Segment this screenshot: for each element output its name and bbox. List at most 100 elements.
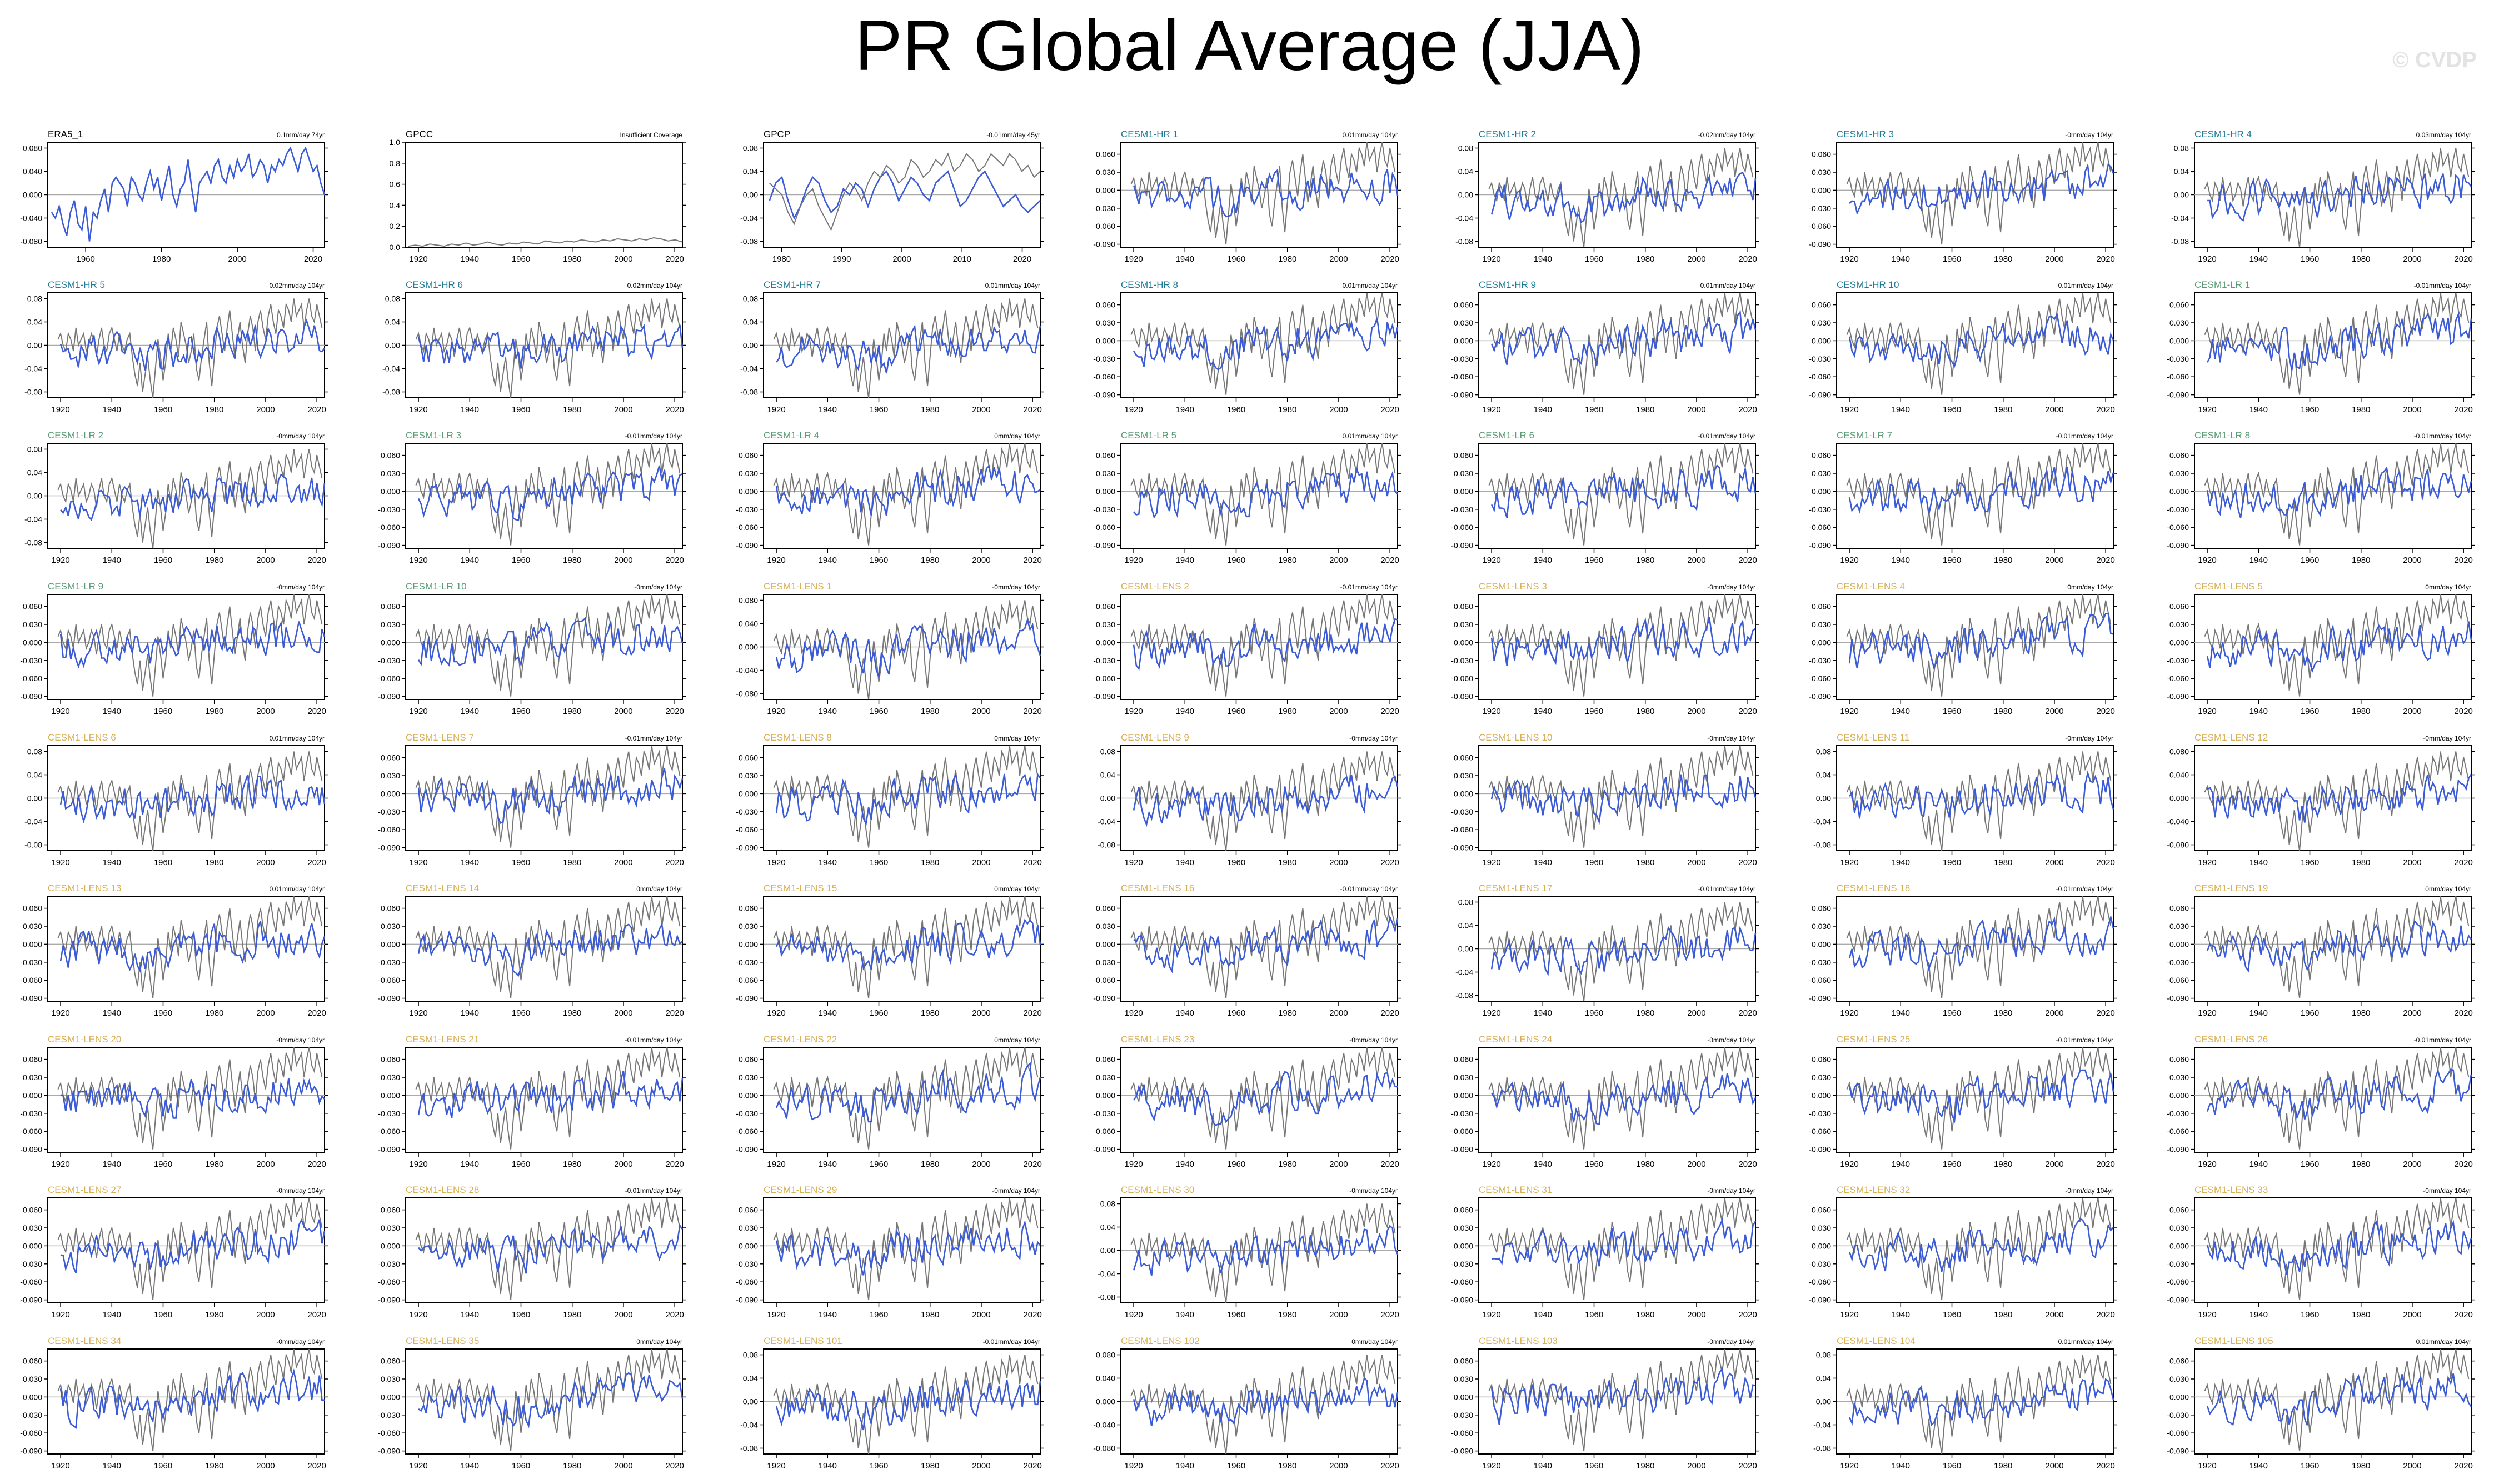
model-series-line xyxy=(59,318,326,371)
model-series-line xyxy=(775,464,1041,517)
y-tick-label: 0.000 xyxy=(739,643,758,652)
panel: CESM1-HR 10 0.01mm/day 104yr 0.060 0.030 0.0… xyxy=(1809,279,2117,414)
panel: CESM1-LENS 22 0mm/day 104yr 0.060 0.030 0.00… xyxy=(736,1034,1044,1169)
panel-title: CESM1-LENS 13 xyxy=(48,883,121,893)
obs-series-line xyxy=(415,443,681,546)
panel-title: CESM1-LENS 2 xyxy=(1121,581,1189,592)
x-tick-label: 1940 xyxy=(2249,1310,2268,1320)
obs-series-line xyxy=(1846,443,2112,546)
y-tick-label: 0.040 xyxy=(2169,771,2189,780)
x-tick-label: 1940 xyxy=(1176,1008,1194,1018)
panel-title: CESM1-LR 3 xyxy=(406,430,461,441)
x-tick-label: 1940 xyxy=(1892,254,1910,264)
x-tick-label: 1940 xyxy=(1176,405,1194,414)
x-tick-label: 1960 xyxy=(77,254,95,264)
x-tick-label: 1960 xyxy=(1585,556,1603,565)
obs-series-line xyxy=(1130,1355,1396,1455)
y-tick-label: 0.080 xyxy=(23,144,42,153)
x-tick-label: 1920 xyxy=(51,1008,69,1018)
model-series-line xyxy=(1490,617,1756,666)
y-tick-label: -0.08 xyxy=(2171,237,2189,246)
panel-title: CESM1-LENS 30 xyxy=(1121,1185,1194,1195)
x-tick-label: 1920 xyxy=(2198,1008,2216,1018)
y-tick-label: 0.00 xyxy=(1816,1397,1831,1406)
y-tick-label: 0.000 xyxy=(1454,1392,1473,1401)
panel: CESM1-HR 6 0.02mm/day 104yr 0.08 0.04 0.00 -0… xyxy=(382,279,686,414)
x-tick-label: 1960 xyxy=(1585,707,1603,716)
panel-trend: 0.01mm/day 104yr xyxy=(1343,131,1398,139)
panel: CESM1-LENS 103 -0mm/day 104yr 0.060 0.030 0.… xyxy=(1451,1336,1759,1471)
y-tick-label: 0.060 xyxy=(1454,1357,1473,1366)
panel-trend: -0.02mm/day 104yr xyxy=(1698,131,1755,139)
x-tick-label: 2000 xyxy=(256,858,275,867)
x-tick-label: 1920 xyxy=(767,707,785,716)
panel-frame xyxy=(405,594,683,700)
x-tick-label: 1960 xyxy=(1585,1160,1603,1169)
y-tick-label: 0.08 xyxy=(27,294,42,303)
x-tick-label: 1960 xyxy=(870,1461,888,1471)
obs-series-line xyxy=(773,1355,1039,1455)
x-tick-label: 1960 xyxy=(512,1160,530,1169)
panel-trend: -0.01mm/day 104yr xyxy=(2414,432,2471,440)
y-tick-label: 0.030 xyxy=(381,1375,400,1383)
x-tick-label: 1920 xyxy=(767,556,785,565)
obs-series-line xyxy=(773,745,1039,848)
x-tick-label: 1920 xyxy=(1124,405,1143,414)
y-tick-label: -0.060 xyxy=(2167,372,2189,381)
x-tick-label: 2000 xyxy=(2045,858,2063,867)
x-tick-label: 1920 xyxy=(1840,405,1858,414)
y-tick-label: 0.060 xyxy=(1454,301,1473,309)
panel: CESM1-LENS 1 -0mm/day 104yr 0.080 0.040 0.00… xyxy=(736,581,1044,716)
x-tick-label: 1940 xyxy=(1534,405,1552,414)
x-tick-label: 1920 xyxy=(1482,556,1500,565)
y-tick-label: 0.08 xyxy=(743,1351,758,1360)
y-tick-label: -0.04 xyxy=(1098,817,1115,826)
y-tick-label: 0.000 xyxy=(23,1241,42,1250)
x-tick-label: 1940 xyxy=(103,858,121,867)
x-tick-label: 1960 xyxy=(512,707,530,716)
x-tick-label: 1960 xyxy=(512,1008,530,1018)
x-tick-label: 1920 xyxy=(1482,405,1500,414)
y-tick-label: -0.030 xyxy=(20,1260,42,1268)
y-tick-label: 0.04 xyxy=(1816,1374,1831,1383)
model-series-line xyxy=(1848,1069,2114,1123)
model-series-line xyxy=(2206,311,2472,371)
y-tick-label: 0.04 xyxy=(743,318,758,327)
obs-series-line xyxy=(408,237,683,247)
x-tick-label: 1960 xyxy=(1943,405,1961,414)
x-tick-label: 1940 xyxy=(1534,254,1552,264)
x-tick-label: 1980 xyxy=(1278,858,1296,867)
x-tick-label: 1980 xyxy=(921,1008,939,1018)
y-tick-label: -0.060 xyxy=(1809,976,1831,985)
model-series-line xyxy=(1849,770,2114,820)
x-tick-label: 2000 xyxy=(256,556,275,565)
x-tick-label: 1980 xyxy=(563,254,581,264)
y-tick-label: -0.090 xyxy=(736,1145,758,1154)
y-tick-label: -0.030 xyxy=(378,1109,400,1118)
x-tick-label: 2000 xyxy=(2403,254,2421,264)
x-tick-label: 1960 xyxy=(1585,254,1603,264)
x-tick-label: 2000 xyxy=(1687,858,1705,867)
x-tick-label: 2020 xyxy=(1738,1461,1757,1471)
y-tick-label: 0.030 xyxy=(2169,922,2189,931)
y-tick-label: 0.000 xyxy=(1812,487,1831,496)
x-tick-label: 1980 xyxy=(1994,254,2012,264)
obs-series-line xyxy=(769,152,1041,231)
y-tick-label: 0.000 xyxy=(1096,1091,1115,1100)
y-tick-label: 0.000 xyxy=(381,1392,400,1401)
obs-series-line xyxy=(57,1348,323,1451)
panel-frame xyxy=(763,443,1041,549)
y-tick-label: -0.030 xyxy=(2167,505,2189,514)
obs-series-line xyxy=(2204,896,2470,998)
y-tick-label: 0.8 xyxy=(390,159,401,168)
obs-series-line xyxy=(57,298,323,398)
panel: CESM1-LR 7 -0.01mm/day 104yr 0.060 0.030 0.0… xyxy=(1809,430,2117,565)
x-tick-label: 1960 xyxy=(512,858,530,867)
obs-series-line xyxy=(1846,1197,2112,1300)
x-tick-label: 2000 xyxy=(972,1461,990,1471)
x-tick-label: 2000 xyxy=(1329,556,1348,565)
y-tick-label: -0.060 xyxy=(1809,372,1831,381)
x-tick-label: 1980 xyxy=(1636,254,1654,264)
panel: GPCP -0.01mm/day 45yr 0.08 0.04 0.00 -0.04 -0.… xyxy=(740,129,1044,264)
x-tick-label: 1940 xyxy=(819,1008,837,1018)
